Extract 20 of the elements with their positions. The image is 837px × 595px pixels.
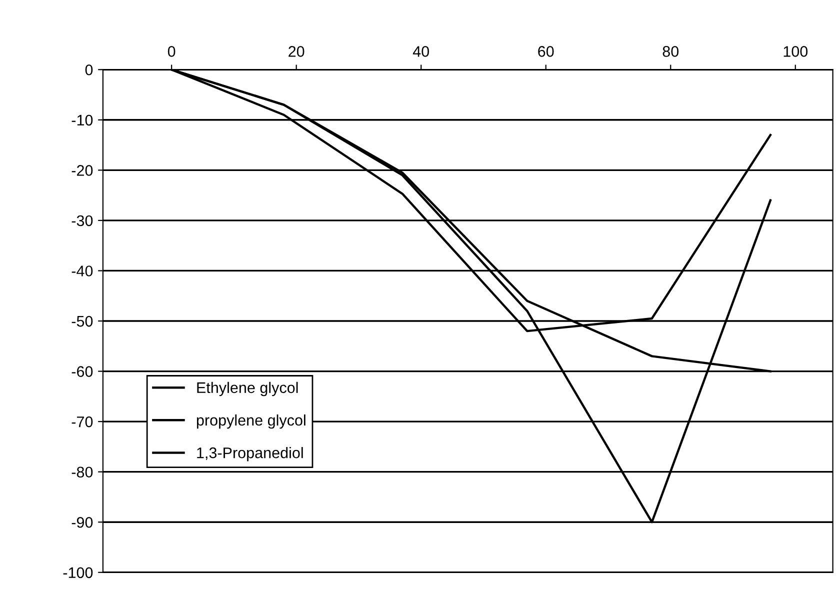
x-tick-label: 20 xyxy=(288,46,304,57)
y-tick-label: -90 xyxy=(72,516,93,528)
x-tick-label: 40 xyxy=(412,46,429,57)
x-tick-label: 60 xyxy=(538,46,554,57)
x-tick-label: 80 xyxy=(662,46,679,57)
legend-label: Ethylene glycol xyxy=(197,382,298,396)
y-tick-label: -10 xyxy=(72,114,93,126)
y-tick-label: -30 xyxy=(72,215,93,226)
x-tick-label: 0 xyxy=(168,46,176,57)
y-tick-label: -50 xyxy=(72,316,93,327)
y-tick-label: -70 xyxy=(72,416,93,428)
legend-label: 1,3-Propanediol xyxy=(197,447,303,462)
y-tick-label: -80 xyxy=(72,466,93,478)
x-tick-label: 100 xyxy=(784,46,808,57)
y-tick-label: 0 xyxy=(85,64,93,76)
y-tick-label: -40 xyxy=(72,266,93,276)
y-tick-label: -20 xyxy=(72,165,93,176)
legend-label: propylene glycol xyxy=(196,414,306,429)
y-tick-label: -60 xyxy=(72,366,93,377)
y-tick-label: -100 xyxy=(63,567,93,578)
